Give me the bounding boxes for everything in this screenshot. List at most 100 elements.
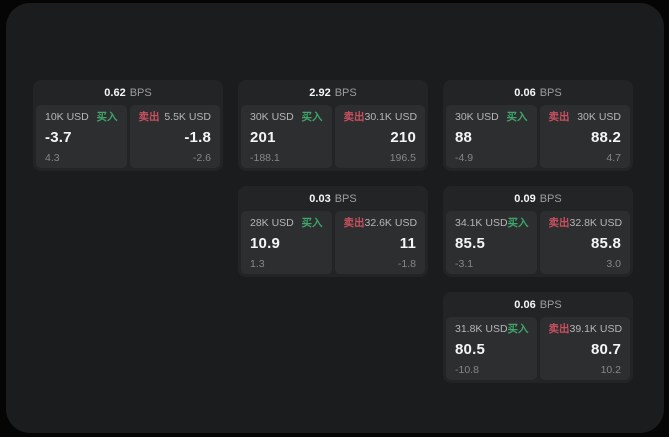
card-body: 30K USD 买入 88 -4.9 卖出 30K USD 88.2 4.7 [443, 105, 633, 171]
buy-panel[interactable]: 28K USD 买入 10.9 1.3 [241, 211, 332, 274]
quote-card: 0.03 BPS 28K USD 买入 10.9 1.3 卖出 32.6K US… [238, 186, 428, 277]
card-body: 30K USD 买入 201 -188.1 卖出 30.1K USD 210 1… [238, 105, 428, 171]
buy-header-row: 10K USD 买入 [45, 112, 118, 123]
sell-price: 210 [390, 129, 416, 146]
buy-amount: 28K USD [250, 217, 294, 229]
sell-amount: 30K USD [577, 111, 621, 123]
sell-header-row: 卖出 30.1K USD [343, 111, 418, 123]
buy-header-row: 28K USD 买入 [250, 218, 323, 229]
buy-amount: 10K USD [45, 111, 89, 123]
sell-header-row: 卖出 32.8K USD [548, 217, 623, 229]
sell-delta: -2.6 [192, 151, 211, 164]
buy-delta: -188.1 [250, 151, 280, 164]
buy-header-row: 30K USD 买入 [250, 112, 323, 123]
buy-label: 买入 [506, 111, 528, 123]
bps-unit: BPS [129, 86, 152, 99]
buy-label: 买入 [96, 111, 118, 123]
sell-delta: -1.8 [397, 257, 416, 270]
sell-header-row: 卖出 39.1K USD [548, 323, 623, 335]
sell-amount: 32.8K USD [569, 217, 623, 229]
buy-header-row: 31.8K USD 买入 [455, 323, 529, 335]
sell-label: 卖出 [138, 111, 160, 123]
bps-value: 0.06 [514, 86, 536, 99]
card-body: 28K USD 买入 10.9 1.3 卖出 32.6K USD 11 -1.8 [238, 211, 428, 277]
card-body: 31.8K USD 买入 80.5 -10.8 卖出 39.1K USD 80.… [443, 317, 633, 383]
sell-label: 卖出 [343, 217, 365, 229]
bps-unit: BPS [539, 298, 562, 311]
bps-value: 0.09 [514, 192, 536, 205]
sell-panel[interactable]: 卖出 32.8K USD 85.8 3.0 [539, 211, 630, 274]
buy-label: 买入 [507, 323, 529, 335]
card-header: 0.06 BPS [443, 80, 633, 105]
sell-price: -1.8 [184, 129, 211, 146]
buy-amount: 31.8K USD [455, 323, 508, 335]
sell-amount: 32.6K USD [364, 217, 418, 229]
buy-amount: 34.1K USD [455, 217, 508, 229]
buy-panel[interactable]: 30K USD 买入 201 -188.1 [241, 105, 332, 168]
sell-label: 卖出 [548, 217, 570, 229]
bps-value: 2.92 [309, 86, 331, 99]
sell-header-row: 卖出 5.5K USD [139, 112, 212, 123]
buy-price: 85.5 [455, 235, 485, 252]
sell-header-row: 卖出 30K USD [549, 112, 622, 123]
buy-amount: 30K USD [455, 111, 499, 123]
buy-delta: -4.9 [455, 151, 474, 164]
main-panel: 0.62 BPS 10K USD 买入 -3.7 4.3 卖出 5.5K USD [6, 3, 664, 433]
buy-price: 88 [455, 129, 473, 146]
buy-header-row: 34.1K USD 买入 [455, 217, 529, 229]
bps-unit: BPS [539, 192, 562, 205]
sell-panel[interactable]: 卖出 32.6K USD 11 -1.8 [334, 211, 425, 274]
buy-delta: 4.3 [45, 151, 60, 164]
buy-price: 201 [250, 129, 276, 146]
buy-panel[interactable]: 34.1K USD 买入 85.5 -3.1 [446, 211, 537, 274]
buy-label: 买入 [507, 217, 529, 229]
buy-price: 10.9 [250, 235, 280, 252]
buy-delta: -3.1 [455, 257, 474, 270]
sell-panel[interactable]: 卖出 39.1K USD 80.7 10.2 [539, 317, 630, 380]
sell-delta: 4.7 [606, 151, 621, 164]
sell-label: 卖出 [343, 111, 365, 123]
buy-amount: 30K USD [250, 111, 294, 123]
sell-label: 卖出 [548, 111, 570, 123]
buy-panel[interactable]: 30K USD 买入 88 -4.9 [446, 105, 537, 168]
card-header: 0.09 BPS [443, 186, 633, 211]
quote-card: 0.62 BPS 10K USD 买入 -3.7 4.3 卖出 5.5K USD [33, 80, 223, 171]
sell-delta: 196.5 [389, 151, 416, 164]
quote-card: 2.92 BPS 30K USD 买入 201 -188.1 卖出 30.1K … [238, 80, 428, 171]
sell-amount: 5.5K USD [164, 111, 211, 123]
bps-value: 0.06 [514, 298, 536, 311]
buy-price: 80.5 [455, 341, 485, 358]
buy-delta: -10.8 [455, 363, 479, 376]
buy-label: 买入 [301, 111, 323, 123]
sell-panel[interactable]: 卖出 30K USD 88.2 4.7 [539, 105, 630, 168]
buy-label: 买入 [301, 217, 323, 229]
sell-amount: 39.1K USD [569, 323, 623, 335]
bps-unit: BPS [539, 86, 562, 99]
buy-panel[interactable]: 31.8K USD 买入 80.5 -10.8 [446, 317, 537, 380]
sell-price: 11 [399, 235, 416, 252]
buy-price: -3.7 [45, 129, 72, 146]
card-header: 0.06 BPS [443, 292, 633, 317]
card-body: 10K USD 买入 -3.7 4.3 卖出 5.5K USD -1.8 -2.… [33, 105, 223, 171]
card-body: 34.1K USD 买入 85.5 -3.1 卖出 32.8K USD 85.8… [443, 211, 633, 277]
buy-panel[interactable]: 10K USD 买入 -3.7 4.3 [36, 105, 127, 168]
sell-header-row: 卖出 32.6K USD [343, 217, 418, 229]
sell-label: 卖出 [548, 323, 570, 335]
buy-delta: 1.3 [250, 257, 265, 270]
card-header: 2.92 BPS [238, 80, 428, 105]
bps-unit: BPS [334, 86, 357, 99]
sell-price: 85.8 [591, 235, 621, 252]
buy-header-row: 30K USD 买入 [455, 112, 528, 123]
bps-unit: BPS [334, 192, 357, 205]
sell-price: 80.7 [591, 341, 621, 358]
quote-card: 0.06 BPS 31.8K USD 买入 80.5 -10.8 卖出 39.1… [443, 292, 633, 383]
quote-card: 0.06 BPS 30K USD 买入 88 -4.9 卖出 30K USD [443, 80, 633, 171]
sell-delta: 3.0 [606, 257, 621, 270]
sell-price: 88.2 [591, 129, 621, 146]
sell-panel[interactable]: 卖出 5.5K USD -1.8 -2.6 [129, 105, 220, 168]
card-header: 0.62 BPS [33, 80, 223, 105]
sell-panel[interactable]: 卖出 30.1K USD 210 196.5 [334, 105, 425, 168]
bps-value: 0.62 [104, 86, 126, 99]
sell-delta: 10.2 [600, 363, 621, 376]
